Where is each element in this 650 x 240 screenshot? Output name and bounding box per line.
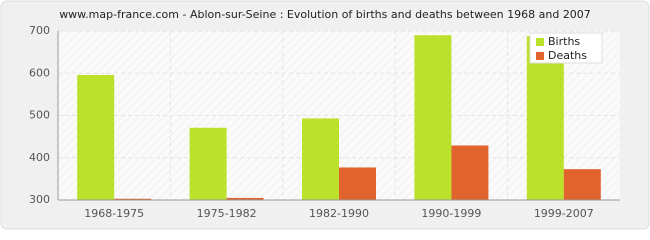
y-tick-label: 500 [29,109,50,122]
x-tick-label: 1968-1975 [84,207,144,220]
bar [414,35,452,200]
bar [114,198,152,200]
x-tick-label: 1975-1982 [197,207,257,220]
bar [77,74,115,200]
bar [189,127,227,200]
legend-box [529,32,603,64]
legend-label: Deaths [548,49,587,62]
bar [302,118,339,200]
y-tick-label: 600 [29,66,50,79]
legend-label: Births [548,35,580,48]
legend-swatch [536,38,544,46]
x-tick-label: 1990-1999 [421,207,481,220]
y-tick-label: 300 [29,193,50,206]
chart: www.map-france.com - Ablon-sur-Seine : E… [0,0,650,230]
y-tick-label: 700 [29,24,50,37]
x-tick-label: 1999-2007 [534,207,594,220]
bar [226,197,264,200]
bar [339,167,376,200]
chart-title: www.map-france.com - Ablon-sur-Seine : E… [59,8,591,21]
legend-swatch [536,52,544,60]
x-tick-label: 1982-1990 [309,207,369,220]
bar [451,145,489,200]
y-tick-label: 400 [29,151,50,164]
bar [563,169,601,200]
